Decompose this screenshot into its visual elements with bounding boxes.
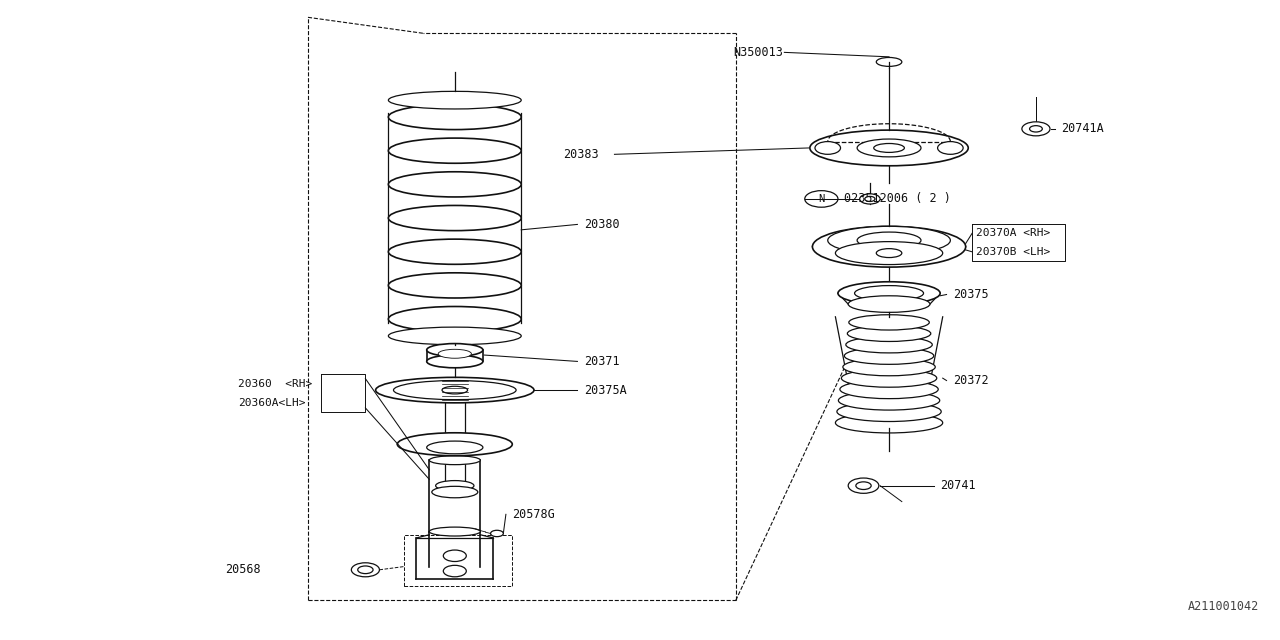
Ellipse shape <box>838 282 940 305</box>
Ellipse shape <box>849 478 879 493</box>
Ellipse shape <box>388 104 521 129</box>
Text: 20371: 20371 <box>584 355 620 368</box>
Ellipse shape <box>842 358 936 376</box>
Text: A211001042: A211001042 <box>1188 600 1260 613</box>
Ellipse shape <box>840 380 938 399</box>
Ellipse shape <box>858 232 922 248</box>
Ellipse shape <box>849 315 929 330</box>
Ellipse shape <box>1029 125 1042 132</box>
Text: 20360A<LH>: 20360A<LH> <box>238 398 305 408</box>
Text: 20372: 20372 <box>952 374 988 387</box>
Ellipse shape <box>855 285 924 301</box>
Text: 20741A: 20741A <box>1061 122 1105 135</box>
Ellipse shape <box>810 130 968 166</box>
Ellipse shape <box>877 248 902 257</box>
Text: 20375: 20375 <box>952 288 988 301</box>
Ellipse shape <box>865 196 876 202</box>
Ellipse shape <box>877 58 902 67</box>
Ellipse shape <box>388 239 521 264</box>
Ellipse shape <box>388 172 521 197</box>
Ellipse shape <box>838 391 940 410</box>
Ellipse shape <box>426 344 483 356</box>
Text: 20380: 20380 <box>584 218 620 231</box>
Ellipse shape <box>847 326 931 342</box>
Ellipse shape <box>443 565 466 577</box>
Ellipse shape <box>388 92 521 109</box>
Ellipse shape <box>397 433 512 456</box>
Ellipse shape <box>426 355 483 368</box>
Ellipse shape <box>388 307 521 332</box>
Ellipse shape <box>1021 122 1050 136</box>
Ellipse shape <box>429 456 480 465</box>
Ellipse shape <box>815 141 841 154</box>
Ellipse shape <box>388 327 521 345</box>
Ellipse shape <box>426 441 483 454</box>
Ellipse shape <box>813 227 965 267</box>
Ellipse shape <box>841 369 937 387</box>
Ellipse shape <box>836 242 942 264</box>
Ellipse shape <box>393 381 516 399</box>
Ellipse shape <box>429 527 480 536</box>
Ellipse shape <box>490 531 503 537</box>
Ellipse shape <box>357 566 372 573</box>
Ellipse shape <box>375 378 534 403</box>
Text: N: N <box>818 194 824 204</box>
Ellipse shape <box>351 563 379 577</box>
Ellipse shape <box>874 143 905 152</box>
Ellipse shape <box>443 550 466 561</box>
Text: 023512006 ( 2 ): 023512006 ( 2 ) <box>845 193 951 205</box>
Text: 20375A: 20375A <box>584 383 626 397</box>
Ellipse shape <box>388 273 521 298</box>
Text: 20370B <LH>: 20370B <LH> <box>975 247 1050 257</box>
Ellipse shape <box>849 296 931 312</box>
Ellipse shape <box>836 413 942 433</box>
Ellipse shape <box>858 139 922 157</box>
Ellipse shape <box>856 482 872 490</box>
Ellipse shape <box>860 194 881 204</box>
Ellipse shape <box>846 337 932 353</box>
Ellipse shape <box>388 205 521 230</box>
Ellipse shape <box>431 486 477 498</box>
Ellipse shape <box>388 138 521 163</box>
Ellipse shape <box>937 141 963 154</box>
Text: 20578G: 20578G <box>512 508 556 521</box>
Text: 20568: 20568 <box>225 563 261 576</box>
Text: 20370A <RH>: 20370A <RH> <box>975 228 1050 238</box>
Ellipse shape <box>435 481 474 491</box>
Ellipse shape <box>442 387 467 394</box>
Text: N350013: N350013 <box>733 46 783 59</box>
Ellipse shape <box>828 227 950 254</box>
Ellipse shape <box>845 348 934 364</box>
Text: 20741: 20741 <box>940 479 975 492</box>
Ellipse shape <box>438 349 471 358</box>
Text: 20360  <RH>: 20360 <RH> <box>238 379 312 388</box>
Text: 20383: 20383 <box>563 148 599 161</box>
Ellipse shape <box>837 402 941 422</box>
